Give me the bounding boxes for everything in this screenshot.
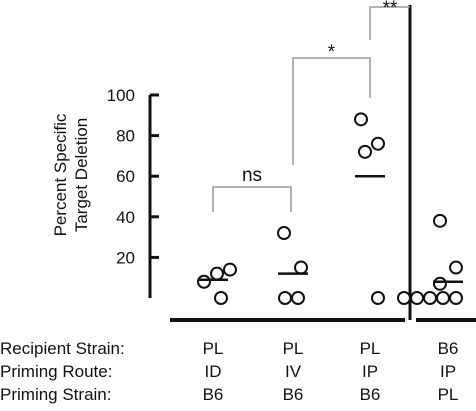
condition-cell: IV [285, 362, 302, 381]
condition-cell: IP [362, 362, 378, 381]
data-point [358, 144, 372, 159]
y-tick-label: 20 [116, 248, 135, 267]
y-axis-group: 20 40 60 80 100 Percent Specific Target Deleti… [51, 5, 476, 322]
significance-label: * [328, 42, 336, 63]
significance-label: ** [383, 0, 398, 19]
condition-cell: IP [440, 362, 456, 381]
condition-cell: B6 [438, 339, 459, 358]
data-point [449, 291, 463, 305]
condition-cell: PL [283, 339, 304, 358]
row-label: Priming Strain: [0, 385, 111, 404]
significance-bracket [369, 6, 410, 40]
data-point [278, 291, 292, 305]
data-point [433, 276, 447, 291]
data-point [197, 274, 211, 289]
significance-brackets: ns*** [212, 0, 410, 212]
y-tick-label: 40 [116, 208, 135, 227]
data-point [433, 213, 447, 228]
data-point [371, 136, 385, 151]
y-axis-label: Percent Specific Target Deletion [51, 113, 91, 236]
significance-bracket [292, 57, 371, 165]
y-tick-label: 60 [116, 167, 135, 186]
condition-cell: PL [360, 339, 381, 358]
condition-cell: B6 [360, 385, 381, 404]
condition-table: Recipient Strain: PL PL PL B6 Priming Route: I… [0, 339, 458, 404]
data-point [277, 226, 291, 241]
significance-label: ns [242, 165, 262, 186]
data-point [436, 291, 450, 305]
data-point [423, 291, 437, 305]
data-point [354, 112, 368, 127]
data-point [214, 291, 228, 305]
data-point [397, 291, 411, 305]
condition-cell: B6 [203, 385, 224, 404]
data-point [371, 291, 385, 305]
row-label: Priming Route: [0, 362, 112, 381]
data-point [223, 262, 237, 277]
y-tick-label: 80 [116, 127, 135, 146]
row-label: Recipient Strain: [0, 339, 125, 358]
condition-cell: PL [203, 339, 224, 358]
significance-bracket [212, 186, 292, 212]
y-axis-label-line: Percent Specific [51, 113, 70, 236]
data-point [449, 260, 463, 275]
condition-cell: PL [438, 385, 459, 404]
data-points [197, 112, 463, 305]
data-point [210, 266, 224, 281]
data-point [410, 291, 424, 305]
data-point [294, 260, 308, 275]
data-point [291, 291, 305, 305]
y-tick-label: 100 [107, 86, 135, 105]
condition-cell: B6 [283, 385, 304, 404]
y-axis-label-line: Target Deletion [72, 118, 91, 232]
condition-cell: ID [205, 362, 222, 381]
